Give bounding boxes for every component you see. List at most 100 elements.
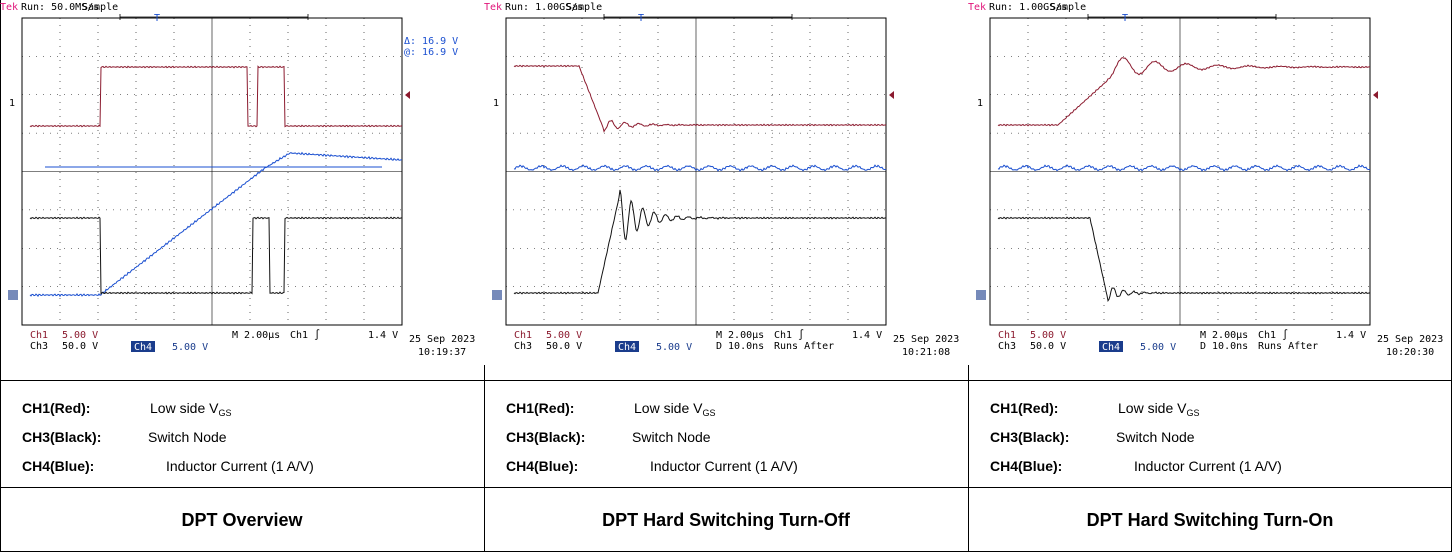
legend-subscript: GS <box>218 408 231 418</box>
record-bracket <box>1088 14 1276 20</box>
caption: DPT Hard Switching Turn-On <box>1087 510 1334 530</box>
legend-text-main: Inductor Current (1 A/V) <box>650 458 798 474</box>
legend-label: CH1(Red): <box>22 400 90 416</box>
ch3-scale: 50.0 V <box>62 341 98 352</box>
ch4-label: Ch4 <box>1102 342 1120 353</box>
time: 10:20:30 <box>1386 347 1434 358</box>
page: TekRun: 50.0MS/sSampleTΔ: 16.9 V@: 16.9 … <box>0 0 1452 552</box>
ch4-trace <box>30 153 402 297</box>
legend-text-main: Low side V <box>150 400 219 416</box>
legend-subscript: GS <box>702 408 715 418</box>
ch1-label: Ch1 <box>30 330 48 341</box>
trigger-level: 1.4 V <box>852 330 882 341</box>
run-mode: Runs After <box>774 341 834 352</box>
ch3-trace <box>998 217 1370 301</box>
figure: TekRun: 50.0MS/sSampleTΔ: 16.9 V@: 16.9 … <box>0 0 1452 552</box>
brand: Tek <box>968 2 986 13</box>
ch3-scale: 50.0 V <box>1030 341 1066 352</box>
legend-label: CH4(Blue): <box>990 458 1062 474</box>
legend-text-main: Switch Node <box>148 429 227 445</box>
ch4-marker-box <box>976 290 986 300</box>
date: 25 Sep 2023 <box>409 334 475 345</box>
trigger-level-marker <box>889 91 894 99</box>
legend-text-main: Inductor Current (1 A/V) <box>1134 458 1282 474</box>
legend-text-main: Switch Node <box>1116 429 1195 445</box>
legend-label: CH4(Blue): <box>506 458 578 474</box>
ch1-trace <box>998 58 1370 126</box>
legend-text-main: Low side V <box>1118 400 1187 416</box>
timebase: M 2.00µs <box>1200 330 1248 341</box>
legend-text: Low side VGS <box>634 400 716 418</box>
timebase: M 2.00µs <box>716 330 764 341</box>
time: 10:21:08 <box>902 347 950 358</box>
trigger-level-marker <box>1373 91 1378 99</box>
trigger-position: T <box>154 13 160 24</box>
brand: Tek <box>484 2 502 13</box>
record-bracket <box>604 14 792 20</box>
run-mode: Runs After <box>1258 341 1318 352</box>
date: 25 Sep 2023 <box>1377 334 1443 345</box>
cursor-readout: @: 16.9 V <box>404 47 458 58</box>
ch3-label: Ch3 <box>998 341 1016 352</box>
ch4-label: Ch4 <box>134 342 152 353</box>
ch1-marker: 1 <box>977 98 983 109</box>
caption: DPT Hard Switching Turn-Off <box>602 510 851 530</box>
delay: D 10.0ns <box>716 341 764 352</box>
legend-text: Low side VGS <box>150 400 232 418</box>
ch1-scale: 5.00 V <box>546 330 582 341</box>
brand: Tek <box>0 2 18 13</box>
ch3-trace <box>30 217 402 294</box>
trigger-source: Ch1 ∫ <box>774 329 804 341</box>
ch3-label: Ch3 <box>30 341 48 352</box>
legend-subscript: GS <box>1186 408 1199 418</box>
ch1-trace <box>514 65 886 131</box>
legend-panel: CH1(Red): Low side VGS CH3(Black): Switch N… <box>506 400 851 530</box>
acq-mode: Sample <box>566 2 602 13</box>
ch4-trace <box>514 165 886 171</box>
legend-label: CH3(Black): <box>506 429 585 445</box>
trigger-position: T <box>638 13 644 24</box>
ch4-marker-box <box>8 290 18 300</box>
legend-text-main: Inductor Current (1 A/V) <box>166 458 314 474</box>
ch1-label: Ch1 <box>998 330 1016 341</box>
ch4-scale: 5.00 V <box>656 342 692 353</box>
ch4-scale: 5.00 V <box>172 342 208 353</box>
trigger-level: 1.4 V <box>368 330 398 341</box>
ch1-marker: 1 <box>9 98 15 109</box>
ch4-scale: 5.00 V <box>1140 342 1176 353</box>
legend-label: CH3(Black): <box>22 429 101 445</box>
legend-text: Low side VGS <box>1118 400 1200 418</box>
ch3-label: Ch3 <box>514 341 532 352</box>
ch1-scale: 5.00 V <box>62 330 98 341</box>
legend-text: Inductor Current (1 A/V) <box>1134 458 1282 474</box>
record-bracket <box>120 14 308 20</box>
legend-text: Switch Node <box>632 429 711 445</box>
delay: D 10.0ns <box>1200 341 1248 352</box>
legend-label: CH3(Black): <box>990 429 1069 445</box>
legend-text: Switch Node <box>148 429 227 445</box>
date: 25 Sep 2023 <box>893 334 959 345</box>
legend-label: CH4(Blue): <box>22 458 94 474</box>
caption: DPT Overview <box>181 510 303 530</box>
trigger-level-marker <box>405 91 410 99</box>
scope-panel: TekRun: 1.00GS/sSampleT14Ch15.00 VCh350.… <box>968 2 1443 358</box>
legend-label: CH1(Red): <box>990 400 1058 416</box>
time: 10:19:37 <box>418 347 466 358</box>
trigger-level: 1.4 V <box>1336 330 1366 341</box>
timebase: M 2.00µs <box>232 330 280 341</box>
ch1-trace <box>30 66 402 127</box>
legend-panel: CH1(Red): Low side VGS CH3(Black): Switch N… <box>22 400 314 530</box>
ch1-scale: 5.00 V <box>1030 330 1066 341</box>
trigger-source: Ch1 ∫ <box>1258 329 1288 341</box>
acq-mode: Sample <box>1050 2 1086 13</box>
trigger-source: Ch1 ∫ <box>290 329 320 341</box>
ch4-trace <box>998 165 1370 171</box>
legend-text: Inductor Current (1 A/V) <box>166 458 314 474</box>
cursor-readout: Δ: 16.9 V <box>404 36 458 47</box>
ch4-marker-box <box>492 290 502 300</box>
legend-label: CH1(Red): <box>506 400 574 416</box>
ch1-label: Ch1 <box>514 330 532 341</box>
ch1-marker: 1 <box>493 98 499 109</box>
